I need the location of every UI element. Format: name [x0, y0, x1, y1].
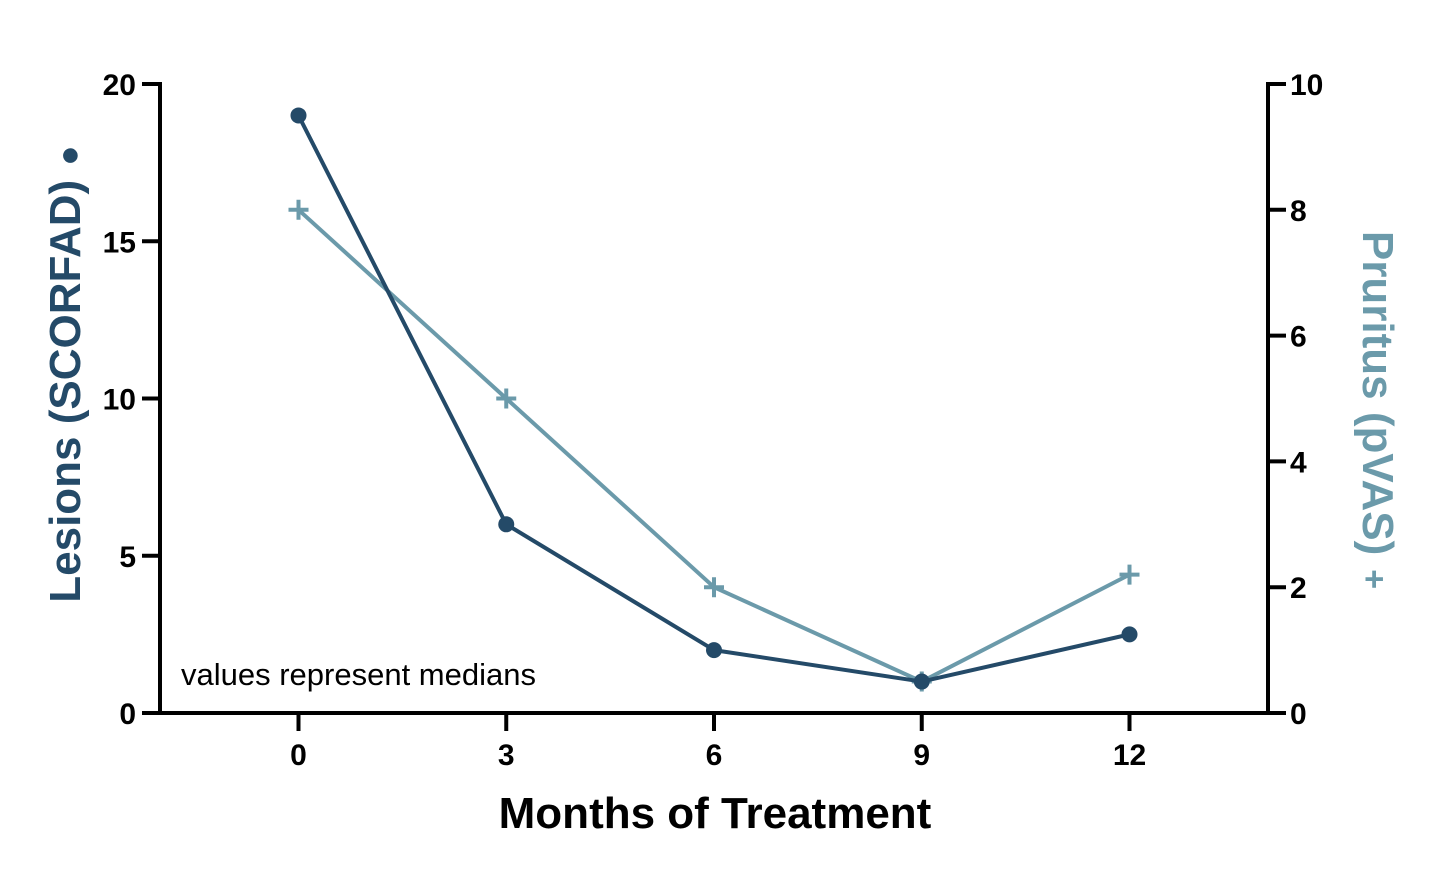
left-axis-title-text: Lesions (SCORFAD): [41, 180, 90, 603]
right-y-tick-label: 8: [1290, 195, 1307, 228]
x-tick-label: 0: [290, 739, 307, 772]
pruritus-series-line: [297, 208, 1131, 684]
pruritus-point: [288, 199, 309, 220]
text-layer: values represent medians Months of Treat…: [41, 145, 1402, 838]
lesions-point: [1121, 626, 1138, 643]
right-y-tick-label: 2: [1290, 572, 1307, 605]
right-axis-title-text: Pruritus (pVAS): [1353, 231, 1402, 555]
series-layer: [288, 107, 1140, 692]
axes: 0 5 10 15 20 0 2 4 6 8 10 0 3 6 9 12: [103, 69, 1324, 772]
left-axis-title: Lesions (SCORFAD) ●: [41, 145, 90, 602]
lesions-point: [290, 107, 307, 124]
left-y-tick-label: 20: [103, 69, 136, 102]
pruritus-point: [496, 388, 517, 409]
left-y-tick-label: 10: [103, 384, 136, 417]
lesions-point: [706, 642, 722, 659]
right-y-tick-label: 6: [1290, 321, 1307, 354]
x-tick-label: 9: [913, 739, 930, 772]
right-y-tick-label: 10: [1290, 69, 1323, 102]
x-axis-title: Months of Treatment: [499, 789, 932, 838]
lesions-point: [498, 516, 515, 533]
left-y-tick-label: 0: [119, 698, 136, 731]
lesions-point: [913, 673, 930, 690]
right-axis-marker: +: [1355, 569, 1393, 589]
x-tick-label: 6: [706, 739, 723, 772]
left-y-tick-label: 5: [119, 541, 136, 574]
x-tick-label: 12: [1113, 739, 1146, 772]
pruritus-point: [1119, 564, 1140, 585]
x-tick-label: 3: [498, 739, 515, 772]
right-y-tick-label: 4: [1290, 446, 1307, 479]
annotation-note: values represent medians: [181, 657, 536, 692]
pruritus-point: [704, 577, 724, 598]
right-y-tick-label: 0: [1290, 698, 1307, 731]
right-axis-title: Pruritus (pVAS) +: [1353, 231, 1402, 589]
left-axis-marker: ●: [50, 145, 88, 166]
left-y-tick-label: 15: [103, 226, 136, 259]
